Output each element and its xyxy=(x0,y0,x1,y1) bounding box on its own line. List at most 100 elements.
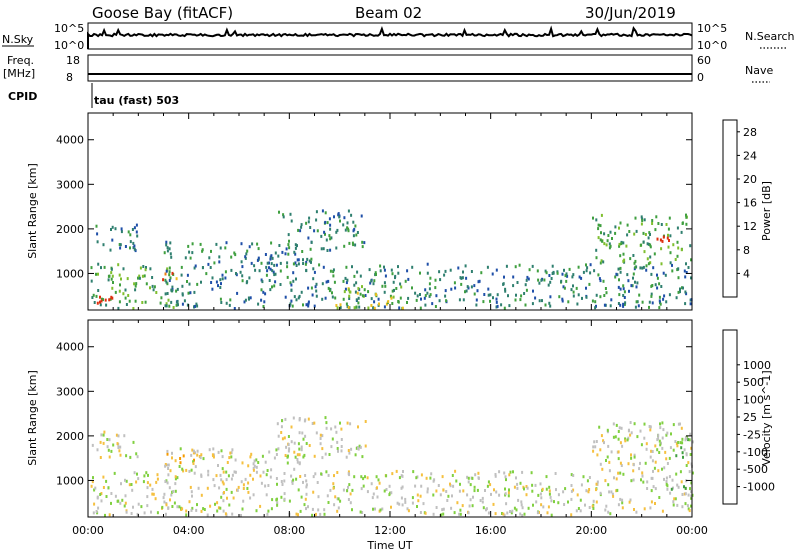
range-gate-cell xyxy=(179,447,182,451)
range-gate-cell xyxy=(325,238,328,242)
range-gate-cell xyxy=(609,244,612,248)
nave-label: Nave xyxy=(745,64,773,77)
range-gate-cell xyxy=(332,270,335,274)
range-gate-cell xyxy=(200,280,202,284)
range-gate-cell xyxy=(624,301,627,305)
range-gate-cell xyxy=(675,442,678,445)
range-gate-cell xyxy=(166,282,169,286)
range-gate-cell xyxy=(400,486,403,490)
range-gate-cell xyxy=(669,491,672,495)
range-gate-cell xyxy=(347,498,350,501)
range-gate-cell xyxy=(626,233,629,237)
range-gate-cell xyxy=(368,268,371,272)
range-gate-cell xyxy=(632,276,634,280)
range-gate-cell xyxy=(587,490,590,494)
y-tick-label: 4000 xyxy=(56,341,84,354)
range-gate-cell xyxy=(456,501,459,505)
range-gate-cell xyxy=(214,502,216,506)
range-gate-cell xyxy=(328,234,331,238)
range-gate-cell xyxy=(256,258,259,262)
range-gate-cell xyxy=(284,252,287,256)
range-gate-cell xyxy=(97,506,100,510)
range-gate-cell xyxy=(199,456,202,460)
range-gate-cell xyxy=(621,501,624,505)
range-gate-cell xyxy=(516,482,519,486)
range-gate-cell xyxy=(140,505,143,509)
range-gate-cell xyxy=(655,215,658,219)
range-gate-cell xyxy=(599,448,602,452)
range-gate-cell xyxy=(336,471,339,474)
range-gate-cell xyxy=(268,279,271,282)
range-gate-cell xyxy=(369,281,372,285)
range-gate-cell xyxy=(315,282,318,286)
range-gate-cell xyxy=(287,435,290,438)
range-gate-cell xyxy=(690,276,692,280)
range-gate-cell xyxy=(525,493,528,497)
range-gate-cell xyxy=(659,238,662,242)
range-gate-cell xyxy=(656,273,658,277)
range-gate-cell xyxy=(328,453,331,456)
range-gate-cell xyxy=(495,490,498,494)
range-gate-cell xyxy=(107,274,110,278)
range-gate-cell xyxy=(505,502,508,506)
range-gate-cell xyxy=(619,461,622,465)
range-gate-cell xyxy=(106,438,109,441)
x-tick-label: 08:00 xyxy=(273,524,305,537)
range-gate-cell xyxy=(109,248,112,252)
range-gate-cell xyxy=(280,480,283,483)
range-gate-cell xyxy=(231,512,234,516)
range-gate-cell xyxy=(651,450,654,453)
range-gate-cell xyxy=(347,470,350,474)
range-gate-cell xyxy=(395,469,398,473)
range-gate-cell xyxy=(617,457,620,461)
range-gate-cell xyxy=(668,216,671,220)
range-gate-cell xyxy=(613,476,615,480)
range-gate-cell xyxy=(618,293,621,297)
range-gate-cell xyxy=(601,239,604,243)
range-gate-cell xyxy=(117,446,120,449)
freq-label: Freq. xyxy=(7,54,34,67)
range-gate-cell xyxy=(319,433,322,437)
range-gate-cell xyxy=(312,475,315,479)
range-gate-cell xyxy=(290,299,293,303)
range-gate-cell xyxy=(353,306,356,310)
range-gate-cell xyxy=(290,440,293,444)
range-gate-cell xyxy=(630,456,633,460)
range-gate-cell xyxy=(619,221,622,225)
range-gate-cell xyxy=(351,488,354,492)
range-gate-cell xyxy=(595,482,598,486)
range-gate-cell xyxy=(364,420,367,423)
range-gate-cell xyxy=(415,298,418,302)
range-gate-cell xyxy=(135,230,138,234)
range-gate-cell xyxy=(93,301,96,304)
range-gate-cell xyxy=(675,454,678,458)
range-gate-cell xyxy=(665,482,668,486)
range-gate-cell xyxy=(179,461,182,465)
range-gate-cell xyxy=(617,267,620,271)
range-gate-cell xyxy=(162,496,165,500)
range-gate-cell xyxy=(313,421,316,425)
range-gate-cell xyxy=(97,272,99,276)
range-gate-cell xyxy=(604,479,607,483)
range-gate-cell xyxy=(313,454,316,458)
range-gate-cell xyxy=(531,264,534,268)
range-gate-cell xyxy=(241,507,244,511)
range-gate-cell xyxy=(635,285,638,289)
range-gate-cell xyxy=(163,500,166,504)
range-gate-cell xyxy=(515,293,517,297)
range-gate-cell xyxy=(336,228,339,232)
range-gate-cell xyxy=(151,487,154,491)
range-gate-cell xyxy=(333,503,336,507)
range-gate-cell xyxy=(178,465,181,468)
range-gate-cell xyxy=(303,453,306,457)
range-gate-cell xyxy=(581,296,583,300)
range-gate-cell xyxy=(294,246,297,250)
range-gate-cell xyxy=(127,230,130,234)
range-gate-cell xyxy=(626,223,629,227)
range-gate-cell xyxy=(334,495,337,499)
range-gate-cell xyxy=(392,280,395,284)
range-gate-cell xyxy=(118,243,121,246)
range-gate-cell xyxy=(453,511,456,515)
range-gate-cell xyxy=(119,501,122,505)
x-tick-label: 04:00 xyxy=(173,524,205,537)
